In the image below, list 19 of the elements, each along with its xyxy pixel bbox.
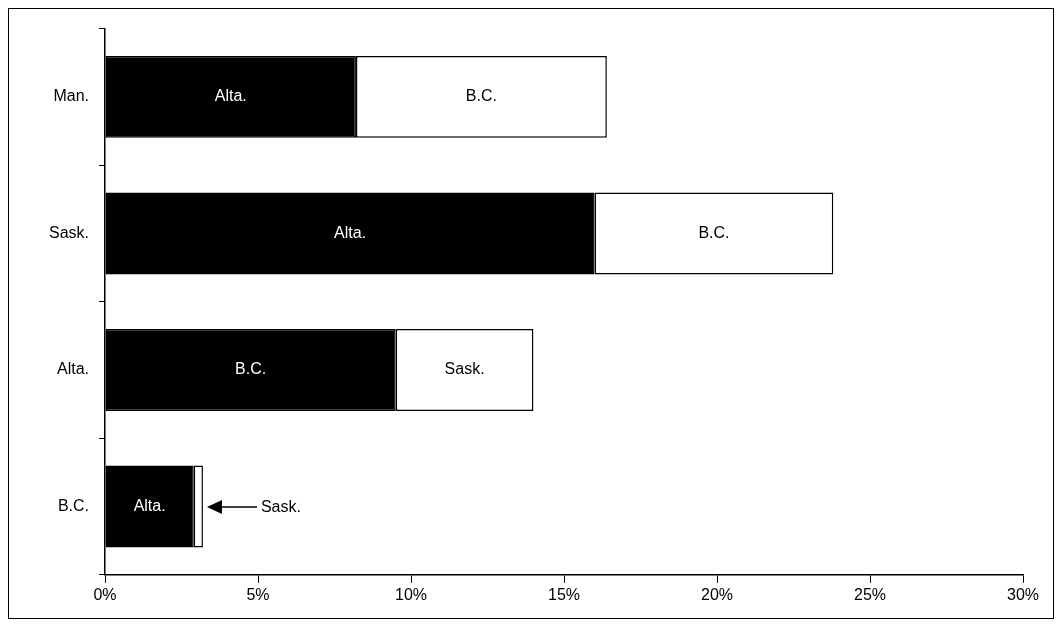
data-label: B.C. <box>235 360 267 378</box>
data-label: Alta. <box>133 496 166 514</box>
data-label: Alta. <box>214 87 247 105</box>
data-label: B.C. <box>698 223 730 241</box>
x-tick-label: 25% <box>853 585 887 603</box>
x-tick-label: 15% <box>547 585 581 603</box>
y-tick-label: Alta. <box>57 360 90 378</box>
data-label: Alta. <box>334 223 367 241</box>
y-tick-label: Man. <box>53 87 90 105</box>
data-label: B.C. <box>465 87 497 105</box>
annotation: Sask. <box>260 496 301 517</box>
y-tick-label: Sask. <box>49 223 90 241</box>
data-label: Sask. <box>444 360 485 378</box>
x-tick-label: 10% <box>394 585 428 603</box>
x-tick-label: 20% <box>700 585 734 603</box>
y-tick-label: B.C. <box>57 496 90 514</box>
x-tick-label: 30% <box>1006 585 1040 603</box>
x-tick-label: 5% <box>246 585 270 603</box>
x-tick-label: 0% <box>93 585 117 603</box>
